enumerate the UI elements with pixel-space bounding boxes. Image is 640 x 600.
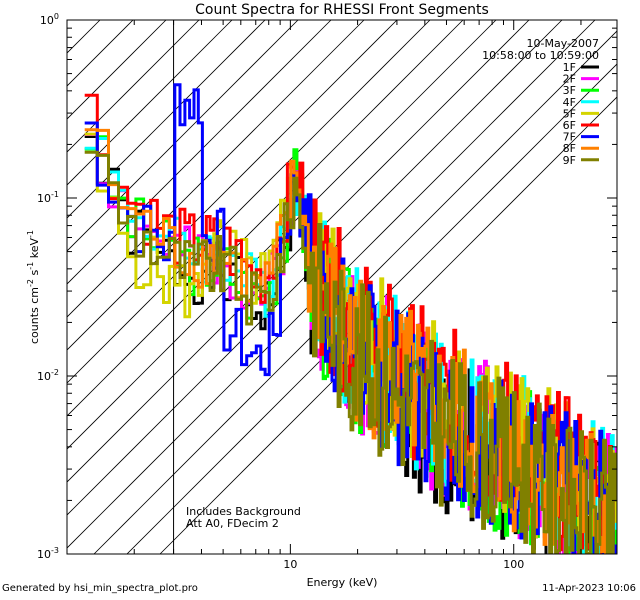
footer-generated-by: Generated by hsi_min_spectra_plot.pro	[2, 583, 198, 594]
chart-title: Count Spectra for RHESSI Front Segments	[195, 2, 489, 18]
hatch-line	[67, 20, 398, 351]
y-tick-label: 10-2	[37, 368, 59, 383]
legend-label-6f: 6F	[563, 119, 576, 132]
hatch-line	[159, 96, 617, 554]
hatch-line	[67, 20, 200, 153]
legend-label-9f: 9F	[563, 154, 576, 167]
series-9f	[84, 150, 617, 554]
hatch-line	[67, 20, 365, 318]
legend-label-8f: 8F	[563, 142, 576, 155]
annotation-attenuator: Att A0, FDecim 2	[186, 517, 279, 530]
hatch-line	[67, 20, 332, 285]
hatch-line	[67, 20, 464, 417]
y-axis-label: counts cm-2 s-1 keV-1	[26, 230, 41, 344]
hatch-line	[67, 20, 167, 120]
tick-labels: 10 100 100 10-1 10-2 10-3	[37, 12, 524, 571]
series-layer	[84, 83, 617, 554]
x-tick-label: 100	[503, 558, 524, 571]
series-7f	[84, 83, 617, 554]
tick-marks	[66, 19, 617, 555]
footer-timestamp: 11-Apr-2023 10:06	[542, 583, 636, 594]
hatch-line	[67, 20, 101, 54]
y-tick-label: 10-3	[37, 546, 59, 561]
y-tick-label: 10-1	[37, 190, 59, 205]
y-tick-label: 100	[40, 12, 59, 27]
annotation-background: Includes Background	[186, 505, 301, 518]
axes	[66, 19, 618, 555]
legend-time-range: 10:58:00 to 10:59:00	[482, 49, 599, 62]
legend-label-2f: 2F	[563, 73, 576, 86]
legend-label-4f: 4F	[563, 96, 576, 109]
plot-frame	[66, 19, 618, 555]
x-tick-label: 10	[283, 558, 297, 571]
hatch-line	[67, 20, 233, 186]
legend-label-7f: 7F	[563, 131, 576, 144]
hatch-line	[67, 20, 563, 516]
x-axis-label: Energy (keV)	[307, 576, 378, 589]
legend-label-1f: 1F	[563, 61, 576, 74]
legend-label-5f: 5F	[563, 107, 576, 120]
series-8f	[84, 128, 617, 554]
hatch-line	[126, 63, 617, 554]
hatch-line	[67, 20, 299, 252]
legend-date: 10-May-2007	[527, 37, 599, 50]
legend-label-3f: 3F	[563, 84, 576, 97]
